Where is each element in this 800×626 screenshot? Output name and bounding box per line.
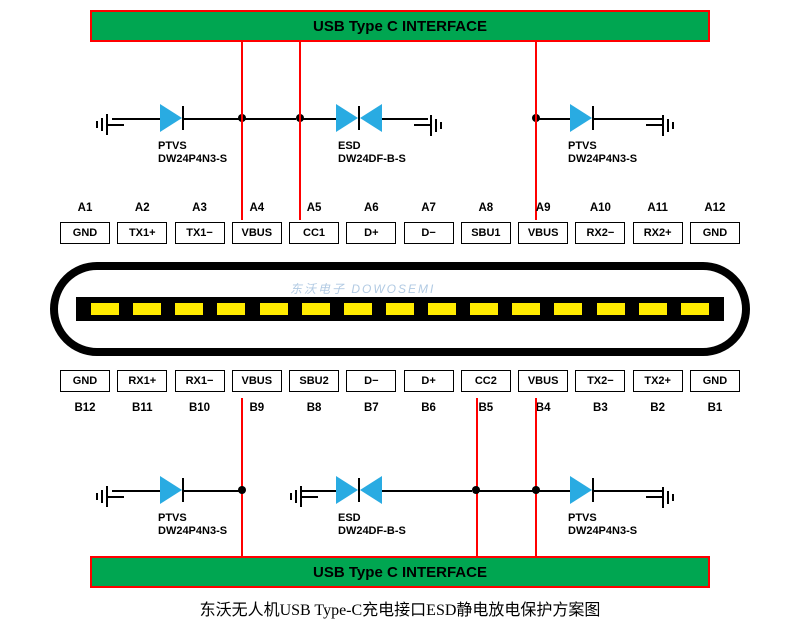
ground-icon [646, 486, 680, 508]
ground-icon [284, 486, 318, 508]
contact-pads [76, 297, 724, 321]
pin-number: A4 [232, 202, 282, 214]
contact-pad [469, 302, 499, 316]
contact-pad [343, 302, 373, 316]
component-label: ESDDW24DF-B-S [338, 512, 406, 538]
ptvs-diode-icon [570, 476, 592, 504]
ptvs-diode-icon [160, 104, 182, 132]
pin-number: A2 [117, 202, 167, 214]
pin-number: A1 [60, 202, 110, 214]
pin-label: D+ [404, 370, 454, 392]
pin-number: B11 [117, 402, 167, 414]
esd-diode-icon [360, 476, 382, 504]
connection-line [241, 42, 243, 220]
pin-number: B12 [60, 402, 110, 414]
pin-number: B6 [404, 402, 454, 414]
pin-label: RX2+ [633, 222, 683, 244]
pin-number: A7 [404, 202, 454, 214]
contact-pad [427, 302, 457, 316]
pin-label: TX1+ [117, 222, 167, 244]
pin-label: D− [346, 370, 396, 392]
bottom-interface-bar: USB Type C INTERFACE [90, 556, 710, 588]
pin-label: TX2+ [633, 370, 683, 392]
contact-pad [216, 302, 246, 316]
pin-number: B9 [232, 402, 282, 414]
contact-pad [596, 302, 626, 316]
pin-number: B5 [461, 402, 511, 414]
pin-label: TX1− [175, 222, 225, 244]
component-label: PTVSDW24P4N3-S [158, 140, 227, 166]
contact-pad [259, 302, 289, 316]
pin-number: A3 [175, 202, 225, 214]
ground-icon [414, 114, 448, 136]
contact-pad [511, 302, 541, 316]
pin-label: RX2− [575, 222, 625, 244]
pin-label: GND [690, 222, 740, 244]
pin-number: A8 [461, 202, 511, 214]
pin-label: VBUS [232, 222, 282, 244]
pin-number: B2 [633, 402, 683, 414]
top-components: PTVSDW24P4N3-S ESDDW24DF-B-S PTVSDW24P4N… [60, 60, 740, 160]
component-label: PTVSDW24P4N3-S [568, 140, 637, 166]
esd-diode-icon [360, 104, 382, 132]
contact-pad [174, 302, 204, 316]
pin-label: GND [690, 370, 740, 392]
pin-number: A6 [346, 202, 396, 214]
pin-boxes-a: GND TX1+ TX1− VBUS CC1 D+ D− SBU1 VBUS RX2− RX2+ GN… [60, 222, 740, 244]
pin-label: VBUS [518, 370, 568, 392]
pin-numbers-b: B12 B11 B10 B9 B8 B7 B6 B5 B4 B3 B2 B1 [60, 402, 740, 414]
connection-line [535, 42, 537, 220]
contact-pad [385, 302, 415, 316]
pin-numbers-a: A1 A2 A3 A4 A5 A6 A7 A8 A9 A10 A11 A12 [60, 202, 740, 214]
pin-label: VBUS [518, 222, 568, 244]
bottom-components: PTVSDW24P4N3-S ESDDW24DF-B-S PTVSDW24P4N… [60, 432, 740, 532]
contact-pad [638, 302, 668, 316]
pin-number: A5 [289, 202, 339, 214]
pin-number: B8 [289, 402, 339, 414]
component-label: ESDDW24DF-B-S [338, 140, 406, 166]
pin-label: GND [60, 370, 110, 392]
pin-number: B3 [575, 402, 625, 414]
pin-label: CC1 [289, 222, 339, 244]
watermark: 东沃电子 DOWOSEMI [290, 280, 435, 297]
ground-icon [646, 114, 680, 136]
pin-label: GND [60, 222, 110, 244]
pin-label: RX1− [175, 370, 225, 392]
connection-line [299, 42, 301, 220]
contact-pad [132, 302, 162, 316]
pin-label: SBU1 [461, 222, 511, 244]
component-label: PTVSDW24P4N3-S [158, 512, 227, 538]
pin-label: D+ [346, 222, 396, 244]
component-label: PTVSDW24P4N3-S [568, 512, 637, 538]
pin-number: A10 [575, 202, 625, 214]
esd-diode-icon [336, 104, 358, 132]
contact-pad [90, 302, 120, 316]
pin-number: A11 [633, 202, 683, 214]
contact-pad [301, 302, 331, 316]
pin-number: B1 [690, 402, 740, 414]
contact-pad [553, 302, 583, 316]
top-interface-bar: USB Type C INTERFACE [90, 10, 710, 42]
pin-label: D− [404, 222, 454, 244]
pin-number: A12 [690, 202, 740, 214]
pin-label: RX1+ [117, 370, 167, 392]
pin-label: SBU2 [289, 370, 339, 392]
pin-label: VBUS [232, 370, 282, 392]
connector-body [50, 262, 750, 356]
pin-number: B7 [346, 402, 396, 414]
ptvs-diode-icon [570, 104, 592, 132]
pin-label: CC2 [461, 370, 511, 392]
pin-boxes-b: GND RX1+ RX1− VBUS SBU2 D− D+ CC2 VBUS TX2− TX2+ GN… [60, 370, 740, 392]
caption: 东沃无人机USB Type-C充电接口ESD静电放电保护方案图 [0, 596, 800, 620]
contact-pad [680, 302, 710, 316]
pin-label: TX2− [575, 370, 625, 392]
esd-diode-icon [336, 476, 358, 504]
ptvs-diode-icon [160, 476, 182, 504]
pin-number: B10 [175, 402, 225, 414]
pin-number: A9 [518, 202, 568, 214]
pin-number: B4 [518, 402, 568, 414]
